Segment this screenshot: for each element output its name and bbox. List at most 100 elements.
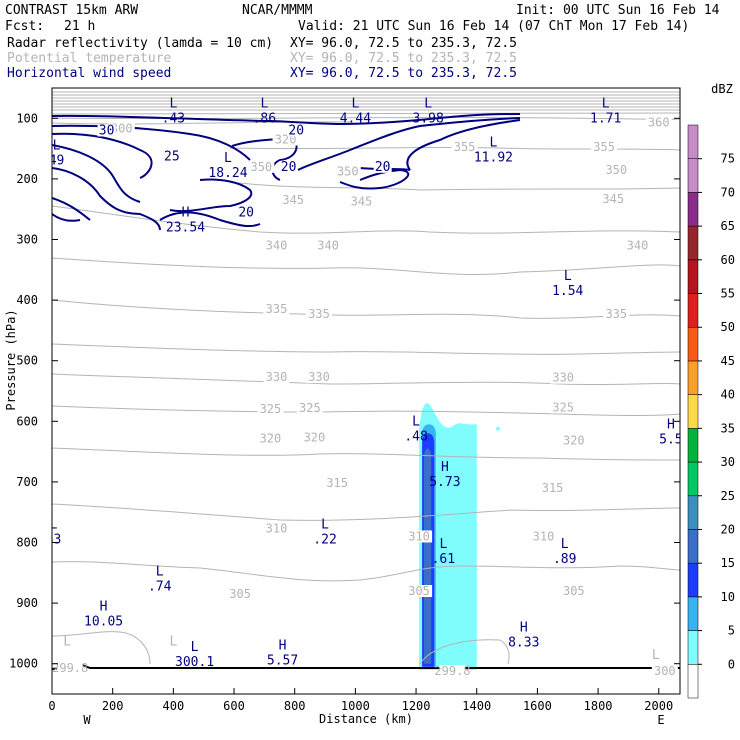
theta-contour-label: 320 (304, 431, 326, 445)
theta-contour-label: 315 (326, 476, 348, 490)
colorbar-level-label: 40 (721, 388, 735, 402)
wind-contour-label: 20 (288, 123, 304, 138)
y-tick-label: 500 (16, 354, 38, 368)
reflectivity-fill (419, 403, 500, 670)
wind-extremum-type: H (182, 205, 190, 220)
x-tick-label: 1000 (341, 699, 370, 713)
theta-contour-label: 335 (605, 307, 627, 321)
wind-extremum-type: L (156, 565, 164, 580)
wind-extremum-value: .61 (432, 552, 455, 567)
theta-label-bg (263, 371, 290, 384)
wind-extremum-type: H (667, 417, 675, 432)
theta-label-bg (560, 585, 587, 598)
colorbar-level-label: 60 (721, 253, 735, 267)
y-tick-label: 900 (16, 596, 38, 610)
wind-extremum-value: .43 (162, 111, 185, 126)
y-tick-label: 1000 (9, 657, 38, 671)
theta-label-bg (305, 371, 332, 384)
theta-label-bg (550, 401, 577, 414)
theta-contour-label: 330 (308, 370, 330, 384)
theta-contour-label: 305 (408, 584, 430, 598)
wind-contour-label: 20 (281, 160, 297, 175)
theta-contour-label: 340 (266, 239, 288, 253)
wind-extremum-value: 1.54 (552, 284, 583, 299)
model-title: CONTRAST 15km ARW (5, 3, 138, 18)
y-axis: 100 200 300 400 500 600 700 800 900 1000 (9, 111, 680, 671)
colorbar-segment (687, 495, 699, 530)
colorbar-level-label: 25 (721, 489, 735, 503)
wind-extremum-type: L (424, 96, 432, 111)
fcst-value: 21 h (64, 19, 95, 34)
wind-extremum-value: 4.44 (340, 111, 371, 126)
wind-extremum-value: 3.98 (413, 111, 444, 126)
theta-contour-label: 335 (308, 307, 330, 321)
wind-label-bg (237, 206, 256, 219)
theta-contour-label: 360 (648, 116, 670, 130)
colorbar-level-label: 50 (721, 320, 735, 334)
theta-label-bg (57, 661, 84, 674)
wind-speed-contours (52, 113, 521, 231)
wind-extremum-type: L (224, 151, 232, 166)
theta-contour-label: 310 (266, 522, 288, 536)
x-tick-label: 1800 (584, 699, 613, 713)
x-axis: 0 200 400 600 800 1000 1200 1400 1600 1800 2000 (48, 688, 673, 713)
colorbar-level-label: 70 (721, 185, 735, 199)
wind-extremum-type: H (100, 599, 108, 614)
wind-extremum-type: L (191, 640, 199, 655)
wind-extremum-value: 5.5 (659, 432, 682, 447)
theta-label-bg (406, 585, 433, 598)
theta-contour-label: 325 (552, 400, 574, 414)
theta-label-bg (248, 160, 275, 173)
colorbar-segment (687, 225, 699, 261)
theta-contour-label: 320 (563, 434, 585, 448)
theta-extremum-marker: L (169, 635, 177, 650)
theta-contour-label: 300 (111, 122, 133, 136)
wind-extremum-value: 11.92 (474, 151, 513, 166)
colorbar-segment (687, 630, 699, 665)
theta-markers: LLL (63, 635, 660, 663)
init-time: Init: 00 UTC Sun 16 Feb 14 (516, 3, 720, 18)
theta-label-bg (272, 133, 299, 146)
theta-contour-label: 340 (627, 239, 649, 253)
theta-contour-label: 299.8 (434, 664, 470, 678)
wind-extremum-type: L (53, 139, 61, 154)
wind-extremum-value: 23.54 (166, 220, 205, 235)
x-tick-label: 1400 (462, 699, 491, 713)
colorbar-level-label: 5 (728, 624, 735, 638)
theta-contour-label: 305 (229, 587, 251, 601)
theta-contour-label: 335 (266, 302, 288, 316)
wind-extremum-value: 83 (46, 532, 62, 547)
wind-extremum-value: 1.71 (590, 111, 621, 126)
field-theta-name: Potential temperature (7, 51, 172, 66)
theta-label-bg (550, 371, 577, 384)
theta-label-bg (263, 522, 290, 535)
theta-contour-label: 300 (654, 664, 676, 678)
colorbar-level-label: 55 (721, 287, 735, 301)
wind-contour-label: 30 (99, 123, 115, 138)
wind-label-bg (287, 124, 306, 137)
y-tick-label: 400 (16, 293, 38, 307)
theta-label-bg (624, 239, 651, 252)
x-tick-label: 800 (284, 699, 306, 713)
theta-label-bg (334, 165, 361, 178)
theta-label-bg (600, 192, 627, 205)
wind-extremum-type: H (279, 639, 287, 654)
theta-contour-label: 350 (250, 160, 272, 174)
theta-label-bg (603, 308, 630, 321)
wind-extremum-value: 49 (49, 154, 65, 169)
wind-extremum-value: .89 (553, 552, 576, 567)
y-tick-label: 300 (16, 233, 38, 247)
theta-contour-label: 299.8 (52, 661, 88, 675)
field-reflectivity-xy: XY= 96.0, 72.5 to 235.3, 72.5 (290, 36, 517, 51)
wind-extremum-value: 10.05 (84, 614, 123, 629)
colorbar-level-label: 20 (721, 522, 735, 536)
y-tick-label: 200 (16, 172, 38, 186)
theta-contour-label: 325 (299, 401, 321, 415)
theta-contour-label: 355 (454, 140, 476, 154)
wind-extremum-type: L (260, 96, 268, 111)
theta-contour-label: 345 (282, 193, 304, 207)
wind-extremum-value: .22 (313, 532, 336, 547)
plot-area: 360 355 355 350 350 345 345 345 340 340 340 335 335 3… (46, 91, 682, 678)
x-tick-label: 200 (102, 699, 124, 713)
theta-label-bg (645, 116, 672, 129)
